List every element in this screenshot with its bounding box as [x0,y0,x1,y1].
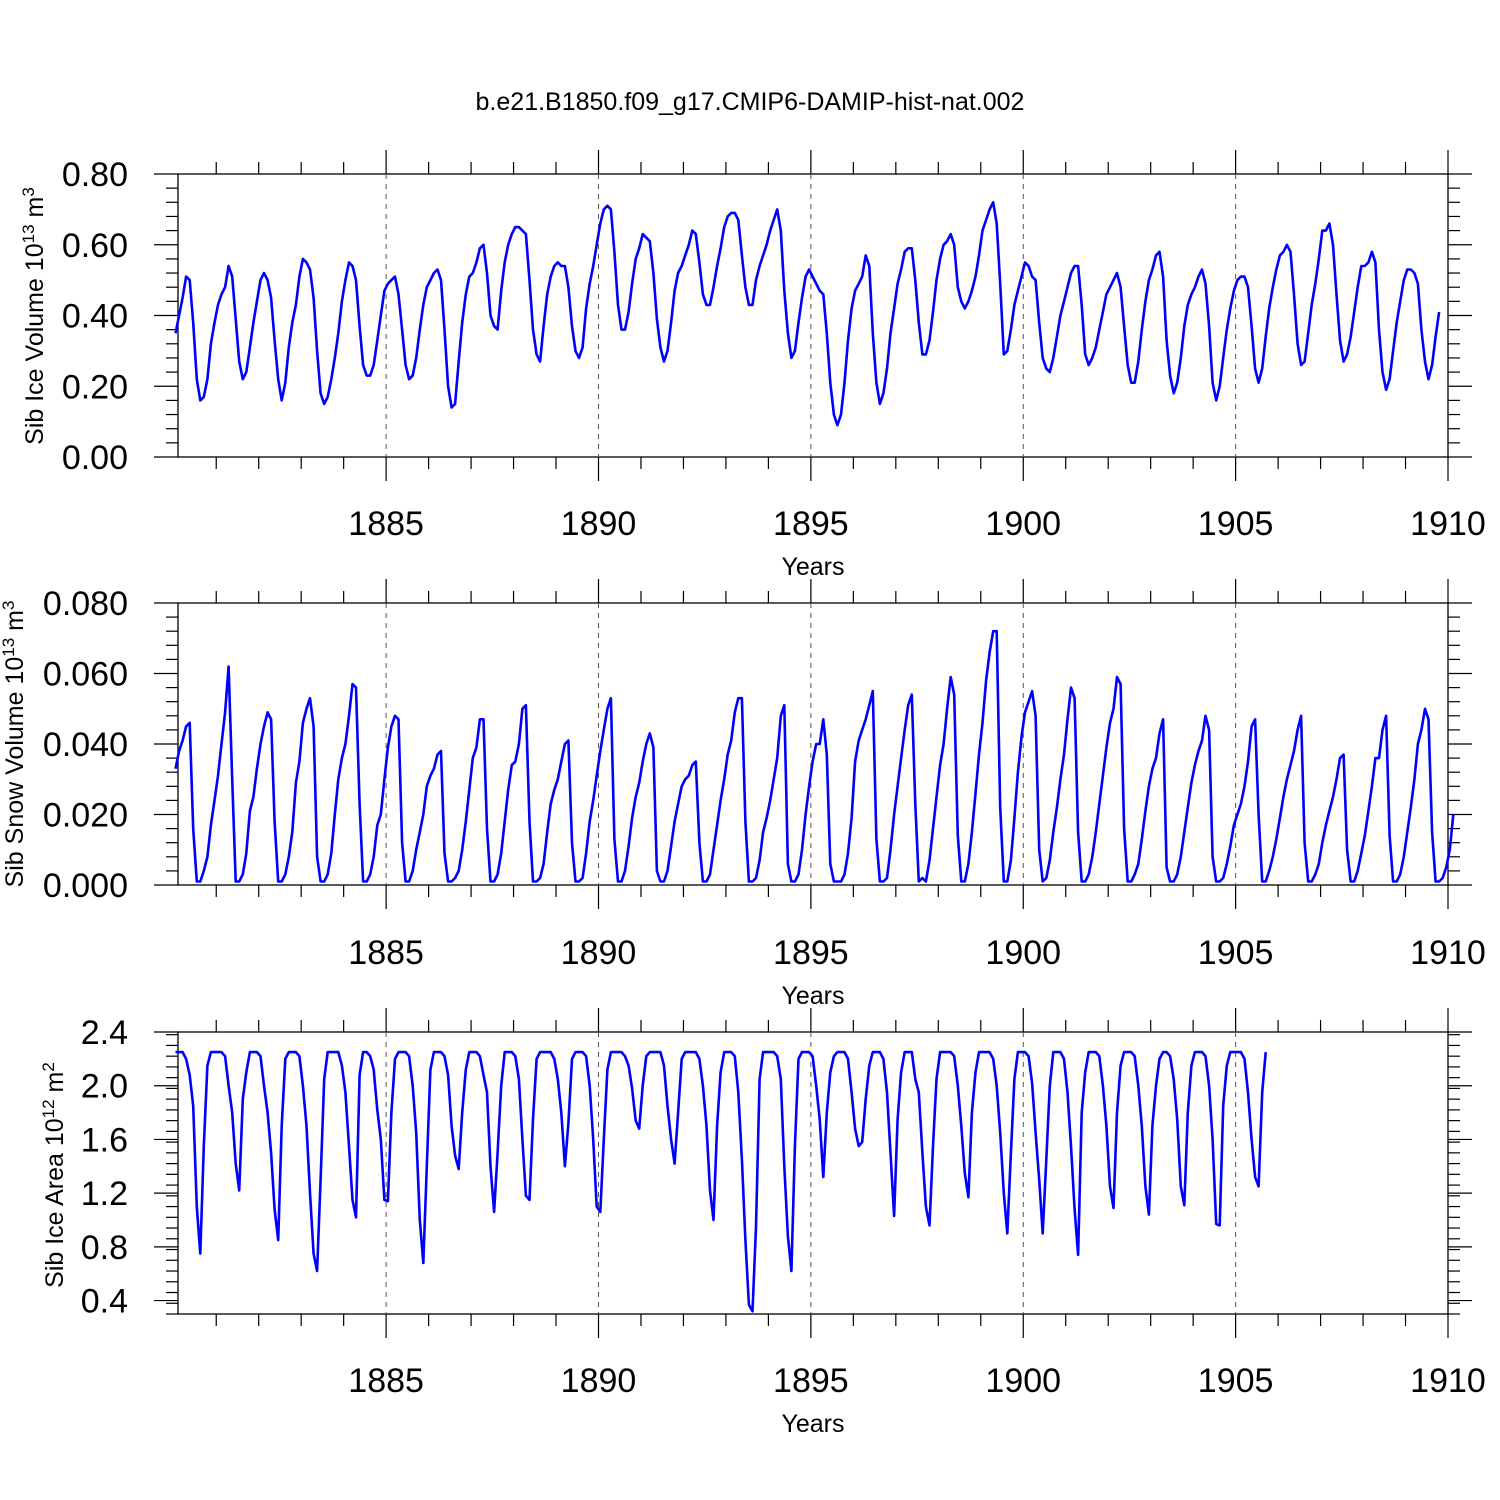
ice-area-frame [177,1031,1449,1315]
ice-area-y-tick-label: 1.2 [81,1175,128,1213]
ice-area-x-axis-title: Years [781,1410,844,1438]
snow-volume-frame [177,602,1449,886]
snow-volume-y-tick-label: 0.080 [43,585,128,623]
ice-area-x-tick-label: 1905 [1198,1362,1274,1400]
ice-area-x-tick-label: 1910 [1410,1362,1486,1400]
snow-volume-panel: 1885 1890 1895 1900 1905 1910 0.000 0.020 0.040 0… [0,579,1486,1010]
ice-volume-y-tick-label: 0.20 [62,368,128,406]
snow-volume-x-tick-label: 1910 [1410,934,1486,972]
snow-volume-y-tick-label: 0.040 [43,726,128,764]
figure-title: b.e21.B1850.f09_g17.CMIP6-DAMIP-hist-nat… [476,88,1025,116]
ice-area-y-tick-label: 0.8 [81,1229,128,1267]
snow-volume-x-tick-label: 1905 [1198,934,1274,972]
ice-area-y-tick-label: 2.0 [81,1068,128,1106]
ice-volume-frame [177,173,1449,458]
ice-volume-y-tick-label: 0.40 [62,298,128,336]
snow-volume-x-axis-title: Years [781,982,844,1010]
ice-volume-x-axis-title: Years [781,553,844,581]
ice-area-y-tick-label: 2.4 [81,1014,128,1052]
ice-volume-y-tick-label: 0.00 [62,439,128,477]
snow-volume-y-tick-label: 0.020 [43,797,128,835]
snow-volume-y-tick-label: 0.060 [43,656,128,694]
snow-volume-x-tick-label: 1885 [348,934,424,972]
ice-volume-x-tick-label: 1885 [348,505,424,543]
snow-volume-y-tick-label: 0.000 [43,867,128,905]
snow-volume-x-tick-label: 1895 [773,934,849,972]
snow-volume-x-tick-label: 1890 [561,934,637,972]
ice-volume-x-tick-label: 1910 [1410,505,1486,543]
snow-volume-y-axis-title: Sib Snow Volume 1013 m3 [0,601,29,888]
ice-area-y-tick-label: 0.4 [81,1283,128,1321]
ice-volume-x-tick-label: 1890 [561,505,637,543]
ice-area-line [175,1050,1267,1313]
snow-volume-x-tick-label: 1900 [985,934,1061,972]
ice-area-y-axis-title: Sib Ice Area 1012 m2 [39,1062,70,1288]
ice-volume-y-tick-label: 0.60 [62,227,128,265]
ice-volume-x-tick-label: 1900 [985,505,1061,543]
ice-area-x-tick-label: 1885 [348,1362,424,1400]
ice-area-y-tick-label: 1.6 [81,1121,128,1159]
ice-area-panel: 1885 1890 1895 1900 1905 1910 0.4 0.8 1.2 1.6 2.0 2… [39,1008,1486,1438]
ice-area-x-tick-label: 1895 [773,1362,849,1400]
ice-area-x-tick-label: 1900 [985,1362,1061,1400]
ice-volume-x-tick-label: 1905 [1198,505,1274,543]
ice-volume-y-axis-title: Sib Ice Volume 1013 m3 [19,187,50,445]
ice-volume-y-tick-label: 0.80 [62,156,128,194]
snow-volume-line [174,629,1455,883]
ice-volume-line [174,201,1441,427]
ice-volume-x-tick-label: 1895 [773,505,849,543]
ice-volume-panel: 1885 1890 1895 1900 1905 1910 0.00 0.20 0.40 0.60… [19,150,1486,581]
ice-area-x-tick-label: 1890 [561,1362,637,1400]
